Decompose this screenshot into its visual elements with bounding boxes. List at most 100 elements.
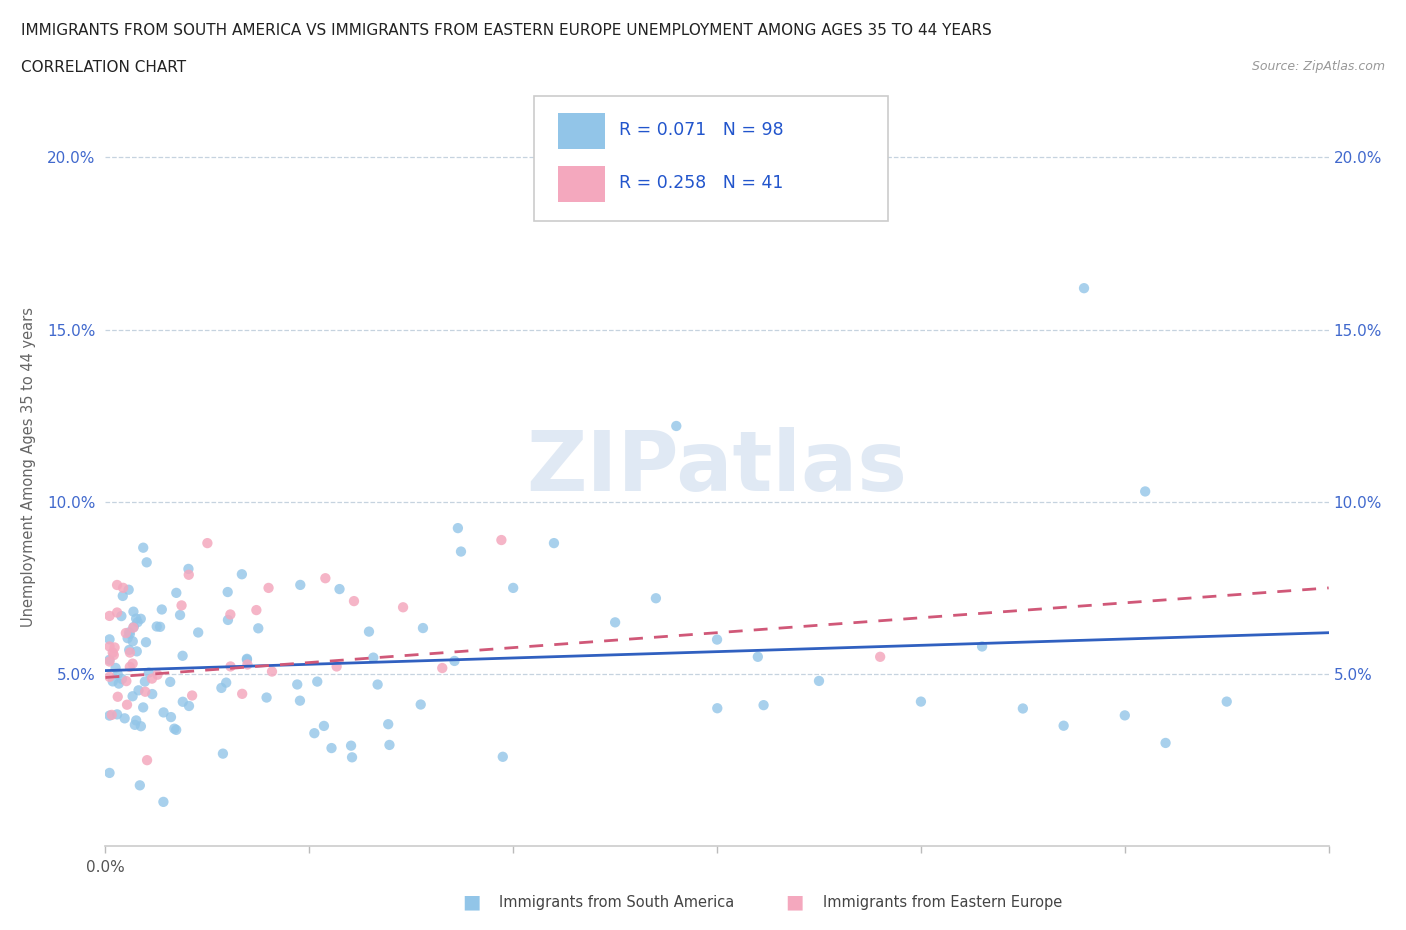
Point	[114, 711, 136, 725]
Text: R = 0.071   N = 98: R = 0.071 N = 98	[619, 121, 783, 140]
Point	[165, 723, 187, 737]
Point	[325, 659, 347, 674]
Point	[412, 620, 434, 635]
Point	[443, 654, 465, 669]
Point	[128, 683, 150, 698]
Point	[115, 698, 138, 712]
Point	[107, 667, 129, 682]
Point	[177, 567, 200, 582]
Point	[121, 634, 143, 649]
Point	[212, 746, 235, 761]
Point	[321, 740, 343, 755]
Point	[135, 635, 157, 650]
Point	[105, 578, 128, 592]
Point	[141, 671, 163, 686]
Point	[110, 608, 132, 623]
Point	[340, 750, 363, 764]
Point	[122, 604, 145, 619]
Point	[141, 686, 163, 701]
Point	[98, 652, 121, 667]
Text: R = 0.258   N = 41: R = 0.258 N = 41	[619, 174, 783, 193]
Text: IMMIGRANTS FROM SOUTH AMERICA VS IMMIGRANTS FROM EASTERN EUROPE UNEMPLOYMENT AMO: IMMIGRANTS FROM SOUTH AMERICA VS IMMIGRA…	[21, 23, 991, 38]
Point	[217, 613, 239, 628]
Point	[172, 695, 194, 710]
Point	[409, 698, 432, 712]
Point	[121, 657, 143, 671]
Point	[260, 664, 283, 679]
Point	[257, 580, 280, 595]
Point	[101, 645, 124, 660]
FancyBboxPatch shape	[533, 96, 889, 221]
Point	[605, 615, 627, 630]
Bar	[558, 113, 605, 149]
Point	[172, 648, 194, 663]
Point	[146, 667, 169, 682]
Point	[118, 582, 141, 597]
Point	[377, 717, 399, 732]
Point	[112, 580, 135, 595]
Point	[152, 794, 174, 809]
Point	[378, 737, 401, 752]
Y-axis label: Unemployment Among Ages 35 to 44 years: Unemployment Among Ages 35 to 44 years	[21, 307, 37, 628]
Point	[104, 660, 127, 675]
Point	[215, 675, 238, 690]
Point	[129, 719, 152, 734]
Point	[127, 615, 149, 630]
Text: Source: ZipAtlas.com: Source: ZipAtlas.com	[1251, 60, 1385, 73]
Point	[152, 705, 174, 720]
Text: 0.0%: 0.0%	[86, 860, 125, 875]
Point	[181, 688, 204, 703]
Point	[118, 627, 141, 642]
Point	[98, 765, 121, 780]
Point	[752, 698, 775, 712]
Point	[304, 725, 326, 740]
Point	[231, 566, 253, 581]
Point	[107, 689, 129, 704]
Point	[122, 619, 145, 634]
Point	[312, 719, 335, 734]
Point	[136, 752, 159, 767]
Bar	[558, 166, 605, 202]
Point	[118, 645, 141, 660]
Point	[357, 624, 380, 639]
Point	[432, 660, 454, 675]
Point	[138, 665, 160, 680]
Point	[107, 676, 129, 691]
Text: Immigrants from South America: Immigrants from South America	[499, 895, 734, 910]
Text: ZIPatlas: ZIPatlas	[527, 427, 907, 508]
Point	[125, 713, 148, 728]
Point	[170, 598, 193, 613]
Text: Immigrants from Eastern Europe: Immigrants from Eastern Europe	[823, 895, 1062, 910]
Point	[314, 571, 336, 586]
Point	[1052, 718, 1074, 733]
Point	[125, 644, 148, 658]
Point	[104, 640, 127, 655]
Point	[187, 625, 209, 640]
Point	[177, 562, 200, 577]
Point	[747, 649, 769, 664]
Point	[706, 632, 728, 647]
Point	[1216, 694, 1239, 709]
Point	[447, 521, 470, 536]
Point	[111, 671, 134, 686]
Point	[343, 593, 366, 608]
Point	[115, 673, 138, 688]
Point	[1133, 484, 1156, 498]
Point	[247, 621, 270, 636]
Point	[1114, 708, 1136, 723]
Point	[117, 631, 139, 645]
Point	[122, 620, 145, 635]
Point	[98, 670, 121, 684]
Point	[209, 681, 232, 696]
Point	[491, 533, 513, 548]
Point	[98, 654, 121, 669]
Point	[236, 651, 259, 666]
Point	[1073, 281, 1095, 296]
Point	[970, 639, 993, 654]
Point	[118, 643, 141, 658]
Point	[134, 674, 156, 689]
Point	[245, 603, 267, 618]
Point	[98, 639, 121, 654]
Point	[256, 690, 278, 705]
Point	[219, 659, 242, 674]
